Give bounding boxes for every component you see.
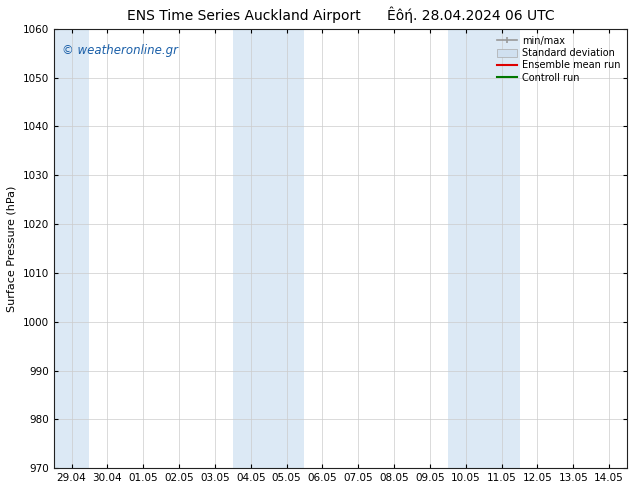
Text: © weatheronline.gr: © weatheronline.gr bbox=[62, 44, 178, 57]
Bar bbox=[448, 29, 519, 468]
Bar bbox=[233, 29, 304, 468]
Bar bbox=[54, 29, 89, 468]
Title: ENS Time Series Auckland Airport      Êôή. 28.04.2024 06 UTC: ENS Time Series Auckland Airport Êôή. 28… bbox=[127, 7, 554, 24]
Legend: min/max, Standard deviation, Ensemble mean run, Controll run: min/max, Standard deviation, Ensemble me… bbox=[496, 34, 622, 85]
Y-axis label: Surface Pressure (hPa): Surface Pressure (hPa) bbox=[7, 185, 17, 312]
